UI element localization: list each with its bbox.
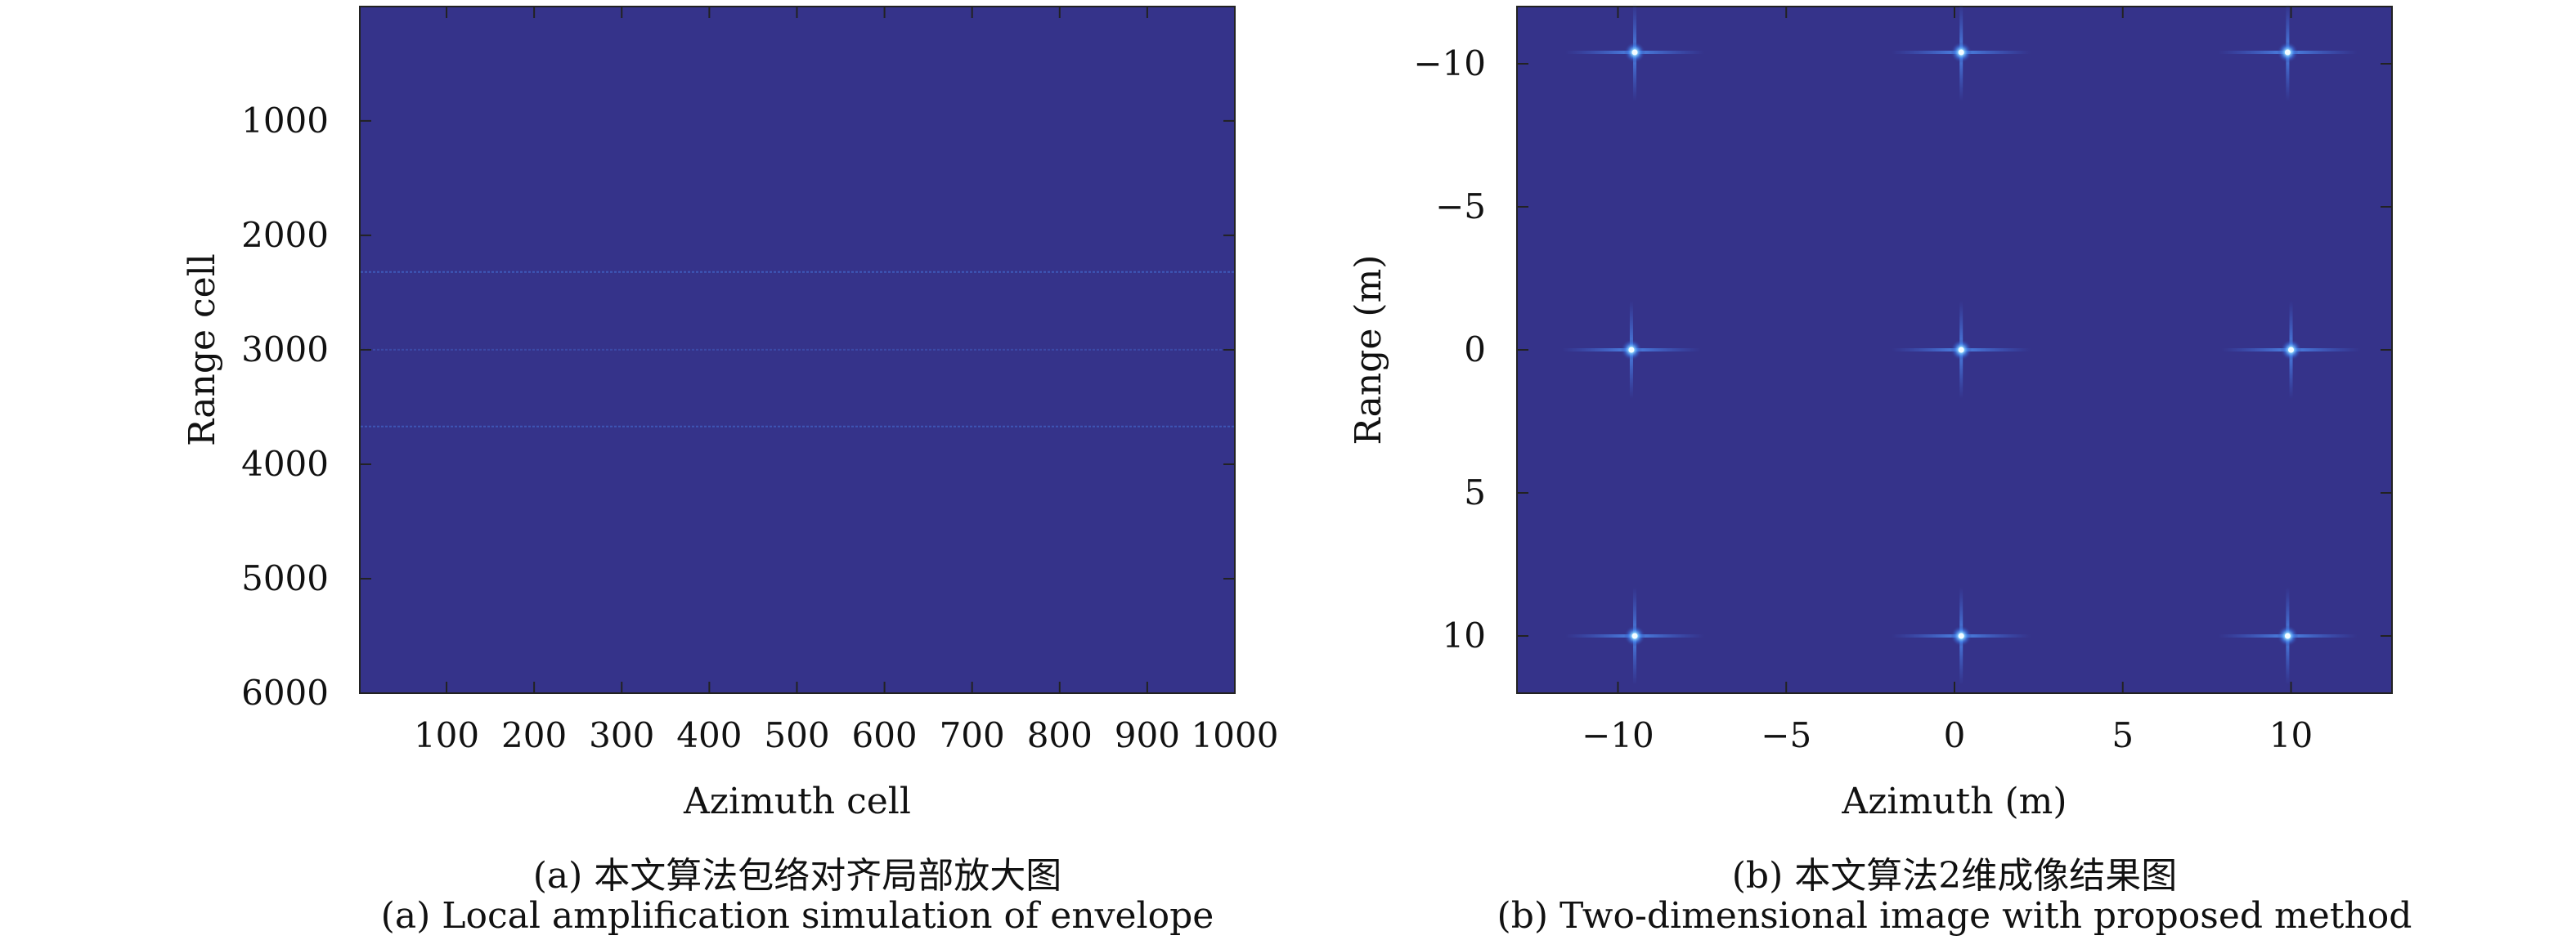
scatterer-6 [1565,587,1705,685]
x-tick-label-a-7: 800 [1027,715,1093,755]
y-tick-label-a-2: 3000 [241,329,329,369]
scatterer-8 [2218,587,2358,685]
x-tick-label-a-5: 600 [851,715,917,755]
x-tick-label-a-9: 1000 [1192,715,1279,755]
y-tick-label-b-4: 10 [1443,616,1486,656]
panel-a: 100 200 300 400 500 600 700 800 900 1000 1000 2000… [182,6,1278,822]
x-tick-label-b-2: 0 [1944,715,1966,755]
y-axis-label-b: Range (m) [1348,255,1389,445]
y-tick-label-b-0: −10 [1413,43,1486,83]
caption-en-b: (b) Two-dimensional image with proposed … [1497,895,2412,937]
y-tick-label-b-3: 5 [1464,472,1486,513]
x-axis-b: −10 −5 0 5 10 [1582,7,2313,755]
y-tick-label-b-2: 0 [1464,329,1486,369]
x-tick-label-b-1: −5 [1761,715,1811,755]
scatterer-3 [1561,301,1701,399]
x-tick-label-a-8: 900 [1115,715,1180,755]
plot-area-a [359,6,1236,694]
y-axis-a: 1000 2000 3000 4000 5000 6000 [241,101,1235,713]
x-axis-a: 100 200 300 400 500 600 700 800 900 1000 [414,7,1278,755]
scatterer-4 [1892,301,2031,399]
caption-en-a: (a) Local amplification simulation of en… [380,895,1214,937]
y-tick-label-a-3: 4000 [241,444,329,484]
x-tick-label-a-1: 200 [501,715,567,755]
y-tick-label-a-5: 6000 [241,673,329,713]
x-tick-label-a-0: 100 [414,715,479,755]
x-tick-label-b-4: 10 [2269,715,2313,755]
caption-cn-a: (a) 本文算法包络对齐局部放大图 [532,855,1062,897]
scatterer-1 [1892,3,2031,101]
scatterer-0 [1565,3,1705,101]
y-tick-label-a-0: 1000 [241,101,329,141]
y-tick-label-a-4: 5000 [241,558,329,598]
x-tick-label-b-0: −10 [1582,715,1654,755]
scatterers-b [1561,3,2361,685]
y-axis-b: −10 −5 0 5 10 [1413,43,2392,656]
x-axis-label-b: Azimuth (m) [1841,781,2067,822]
x-axis-label-a: Azimuth cell [683,781,911,822]
y-axis-label-a: Range cell [182,253,223,446]
x-tick-label-a-2: 300 [589,715,654,755]
caption-cn-b: (b) 本文算法2维成像结果图 [1731,855,2178,897]
y-tick-label-b-1: −5 [1435,186,1486,226]
x-tick-label-b-3: 5 [2112,715,2134,755]
x-tick-label-a-3: 400 [676,715,742,755]
scatterer-2 [2218,3,2358,101]
x-tick-label-a-6: 700 [940,715,1005,755]
y-tick-label-a-1: 2000 [241,215,329,255]
envelope-lines-a [361,271,1234,427]
panel-b: −10 −5 0 5 10 −10 −5 0 5 10 Azimuth (m) Range (m… [1348,3,2393,822]
scatterer-7 [1892,587,2031,685]
x-tick-label-a-4: 500 [764,715,829,755]
scatterer-5 [2221,301,2361,399]
